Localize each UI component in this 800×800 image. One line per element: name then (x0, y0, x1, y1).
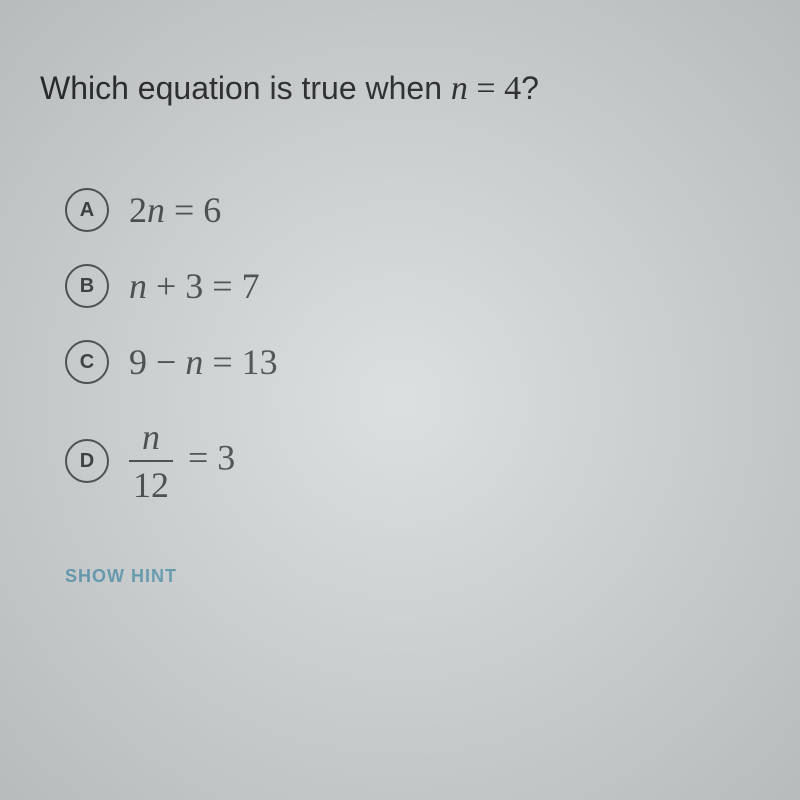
option-text-c: 9 − n = 13 (129, 341, 278, 383)
option-c[interactable]: C 9 − n = 13 (65, 340, 760, 384)
option-letter-a: A (65, 188, 109, 232)
show-hint-button[interactable]: SHOW HINT (40, 566, 760, 587)
option-d[interactable]: D n12 = 3 (65, 416, 760, 506)
question-equals: = (468, 70, 504, 107)
option-letter-d: D (65, 439, 109, 483)
option-a[interactable]: A 2n = 6 (65, 188, 760, 232)
question-suffix: ? (521, 70, 539, 106)
option-text-a: 2n = 6 (129, 189, 221, 231)
option-letter-b: B (65, 264, 109, 308)
question-text: Which equation is true when n = 4? (40, 70, 760, 108)
option-text-d: n12 = 3 (129, 416, 235, 506)
options-list: A 2n = 6 B n + 3 = 7 C 9 − n = 13 D n12 … (40, 188, 760, 506)
question-prefix: Which equation is true when (40, 70, 451, 106)
question-value: 4 (504, 70, 521, 107)
option-text-b: n + 3 = 7 (129, 265, 260, 307)
option-letter-c: C (65, 340, 109, 384)
option-b[interactable]: B n + 3 = 7 (65, 264, 760, 308)
question-variable: n (451, 70, 468, 107)
